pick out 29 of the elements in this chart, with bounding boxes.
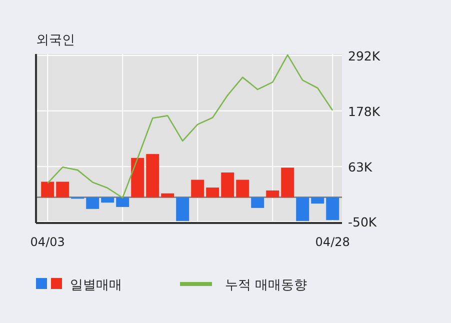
- bar: [116, 197, 130, 207]
- chart-title: 외국인: [36, 33, 75, 48]
- bar: [101, 197, 114, 203]
- bar: [41, 182, 54, 198]
- legend-label: 누적 매매동향: [225, 278, 308, 293]
- bar: [236, 180, 250, 198]
- bar: [176, 197, 190, 222]
- y-tick-label: -50K: [348, 214, 378, 230]
- bar: [221, 172, 234, 198]
- bar: [131, 158, 144, 198]
- y-tick-label: 178K: [348, 104, 381, 119]
- bar: [326, 197, 340, 220]
- bar: [86, 197, 100, 209]
- bar: [266, 190, 280, 198]
- bar: [251, 197, 264, 208]
- y-tick-label: 63K: [348, 160, 373, 175]
- bar: [296, 197, 310, 222]
- bar: [161, 193, 174, 198]
- bar: [191, 180, 204, 198]
- bar: [56, 182, 70, 198]
- x-tick-label: 04/03: [30, 235, 65, 249]
- x-tick-label: 04/28: [315, 235, 350, 249]
- y-tick-label: 292K: [348, 48, 381, 64]
- legend-label: 일별매매: [70, 278, 122, 293]
- line-series: [46, 54, 334, 198]
- bar: [281, 168, 294, 198]
- bar: [311, 197, 324, 204]
- bar: [146, 154, 160, 198]
- bar: [206, 188, 220, 198]
